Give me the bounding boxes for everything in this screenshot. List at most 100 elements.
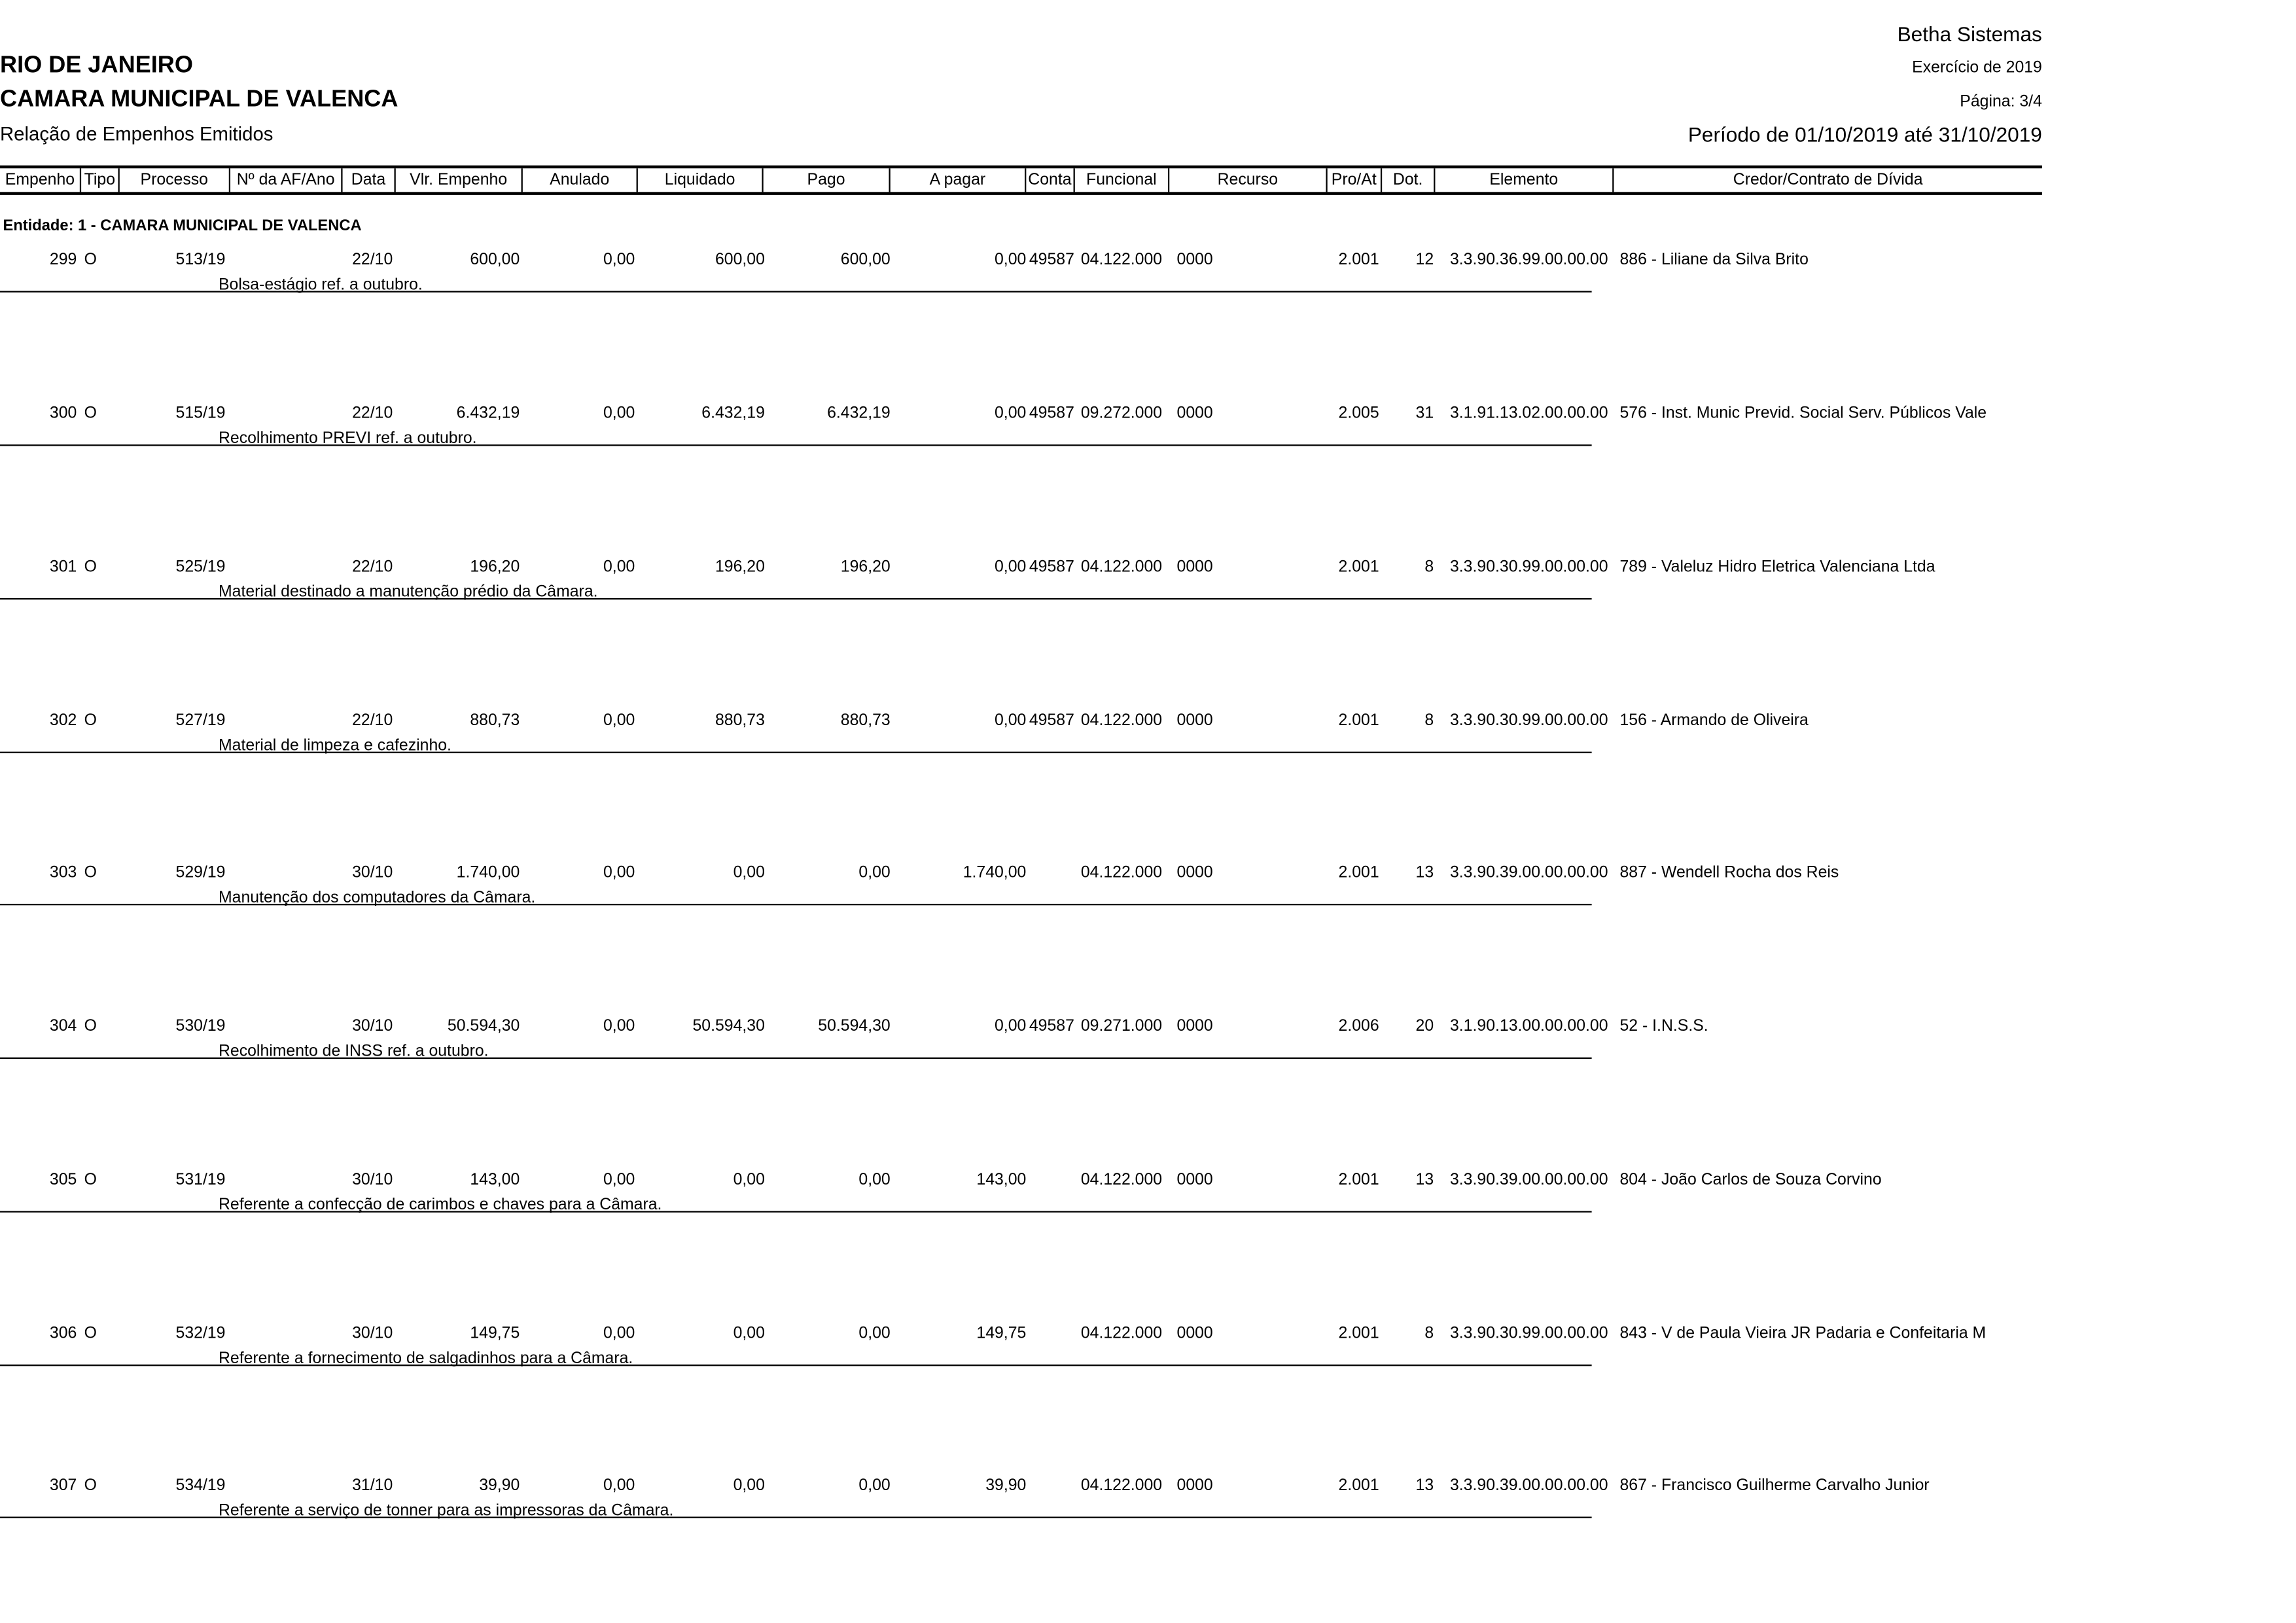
cell-funcional: 09.272.000 — [1080, 404, 1163, 423]
column-header: Credor/Contrato de Dívida — [1733, 171, 1923, 189]
cell-empenho: 302 — [49, 711, 77, 730]
cell-apagar: 39,90 — [985, 1476, 1027, 1495]
cell-conta: 49587 — [1029, 251, 1074, 269]
row-divider — [0, 1516, 1592, 1518]
cell-liquidado: 0,00 — [733, 1171, 765, 1189]
row-divider — [0, 444, 1592, 446]
cell-recurso: 0000 — [1176, 251, 1213, 269]
state-title: RIO DE JANEIRO — [0, 53, 193, 79]
cell-dot: 12 — [1415, 251, 1434, 269]
report-title: Relação de Empenhos Emitidos — [0, 122, 274, 145]
table-row: 306 O 532/19 30/10 149,75 0,00 0,00 0,00 149,75 0… — [0, 1325, 2067, 1369]
cell-pago: 0,00 — [858, 1325, 891, 1343]
cell-empenho: 307 — [49, 1476, 77, 1495]
cell-credor: 789 - Valeluz Hidro Eletrica Valenciana … — [1619, 558, 1935, 577]
cell-elemento: 3.3.90.30.99.00.00.00 — [1449, 1325, 1608, 1343]
cell-vlr: 6.432,19 — [456, 404, 520, 423]
cell-processo: 530/19 — [175, 1017, 226, 1035]
column-header: Anulado — [523, 168, 638, 192]
cell-descricao: Referente a fornecimento de salgadinhos … — [218, 1349, 633, 1368]
cell-credor: 867 - Francisco Guilherme Carvalho Junio… — [1619, 1476, 1930, 1495]
cell-pago: 0,00 — [858, 1171, 891, 1189]
cell-tipo: O — [84, 1017, 97, 1035]
table-row: 302 O 527/19 22/10 880,73 0,00 880,73 880,73 0,0… — [0, 712, 2067, 757]
cell-credor: 887 - Wendell Rocha dos Reis — [1619, 864, 1839, 882]
cell-credor: 156 - Armando de Oliveira — [1619, 711, 1809, 730]
cell-liquidado: 880,73 — [715, 711, 765, 730]
cell-data: 30/10 — [352, 1325, 393, 1343]
cell-funcional: 04.122.000 — [1080, 558, 1163, 577]
cell-credor: 804 - João Carlos de Souza Corvino — [1619, 1171, 1882, 1189]
cell-recurso: 0000 — [1176, 711, 1213, 730]
column-header: Pro/At — [1328, 168, 1383, 192]
cell-data: 31/10 — [352, 1476, 393, 1495]
row-divider — [0, 1211, 1592, 1213]
cell-processo: 527/19 — [175, 711, 226, 730]
cell-descricao: Material de limpeza e cafezinho. — [218, 737, 451, 755]
cell-recurso: 0000 — [1176, 864, 1213, 882]
cell-empenho: 304 — [49, 1017, 77, 1035]
column-header: Processo — [120, 168, 231, 192]
cell-proat: 2.001 — [1338, 1476, 1379, 1495]
cell-anulado: 0,00 — [603, 1325, 635, 1343]
table-row: 299 O 513/19 22/10 600,00 0,00 600,00 600,00 0,0… — [0, 251, 2067, 296]
cell-proat: 2.005 — [1338, 404, 1379, 423]
cell-credor: 843 - V de Paula Vieira JR Padaria e Con… — [1619, 1325, 1987, 1343]
cell-tipo: O — [84, 558, 97, 577]
column-header: Vlr. Empenho — [396, 168, 523, 192]
entity-title: CAMARA MUNICIPAL DE VALENCA — [0, 87, 398, 113]
exercise-label: Exercício de 2019 — [1912, 59, 2042, 77]
cell-vlr: 50.594,30 — [447, 1017, 520, 1035]
cell-elemento: 3.3.90.30.99.00.00.00 — [1449, 711, 1608, 730]
cell-processo: 531/19 — [175, 1171, 226, 1189]
cell-apagar: 0,00 — [994, 404, 1027, 423]
page-number: Página: 3/4 — [1960, 93, 2042, 111]
column-header: Elemento — [1435, 168, 1614, 192]
cell-funcional: 04.122.000 — [1080, 864, 1163, 882]
cell-pago: 880,73 — [840, 711, 891, 730]
column-header: Tipo — [81, 168, 120, 192]
cell-anulado: 0,00 — [603, 864, 635, 882]
row-divider — [0, 1057, 1592, 1059]
cell-proat: 2.001 — [1338, 1171, 1379, 1189]
cell-dot: 8 — [1424, 1325, 1434, 1343]
cell-dot: 8 — [1424, 558, 1434, 577]
cell-tipo: O — [84, 251, 97, 269]
cell-empenho: 299 — [49, 251, 77, 269]
cell-apagar: 0,00 — [994, 251, 1027, 269]
cell-pago: 0,00 — [858, 864, 891, 882]
cell-processo: 515/19 — [175, 404, 226, 423]
cell-funcional: 04.122.000 — [1080, 1476, 1163, 1495]
cell-data: 22/10 — [352, 711, 393, 730]
cell-recurso: 0000 — [1176, 1476, 1213, 1495]
cell-conta: 49587 — [1029, 1017, 1074, 1035]
cell-data: 22/10 — [352, 404, 393, 423]
cell-descricao: Recolhimento PREVI ref. a outubro. — [218, 429, 477, 448]
cell-liquidado: 600,00 — [715, 251, 765, 269]
cell-credor: 576 - Inst. Munic Previd. Social Serv. P… — [1619, 404, 1987, 423]
cell-funcional: 09.271.000 — [1080, 1017, 1163, 1035]
cell-pago: 600,00 — [840, 251, 891, 269]
table-header: Empenho Tipo Processo Nº da AF/Ano Data Vlr. … — [0, 165, 2042, 195]
cell-conta: 49587 — [1029, 558, 1074, 577]
row-divider — [0, 904, 1592, 906]
cell-dot: 20 — [1415, 1017, 1434, 1035]
cell-liquidado: 0,00 — [733, 1325, 765, 1343]
table-row: 303 O 529/19 30/10 1.740,00 0,00 0,00 0,00 1.740… — [0, 864, 2067, 908]
column-header: Empenho — [0, 168, 82, 192]
cell-elemento: 3.3.90.39.00.00.00.00 — [1449, 1171, 1608, 1189]
cell-tipo: O — [84, 864, 97, 882]
cell-anulado: 0,00 — [603, 1171, 635, 1189]
cell-recurso: 0000 — [1176, 558, 1213, 577]
cell-tipo: O — [84, 1171, 97, 1189]
cell-vlr: 143,00 — [470, 1171, 520, 1189]
cell-data: 22/10 — [352, 251, 393, 269]
cell-data: 30/10 — [352, 1171, 393, 1189]
table-row: 307 O 534/19 31/10 39,90 0,00 0,00 0,00 39,90 04.… — [0, 1477, 2067, 1522]
cell-recurso: 0000 — [1176, 1325, 1213, 1343]
cell-pago: 0,00 — [858, 1476, 891, 1495]
cell-descricao: Material destinado a manutenção prédio d… — [218, 583, 598, 601]
cell-processo: 513/19 — [175, 251, 226, 269]
cell-tipo: O — [84, 1325, 97, 1343]
